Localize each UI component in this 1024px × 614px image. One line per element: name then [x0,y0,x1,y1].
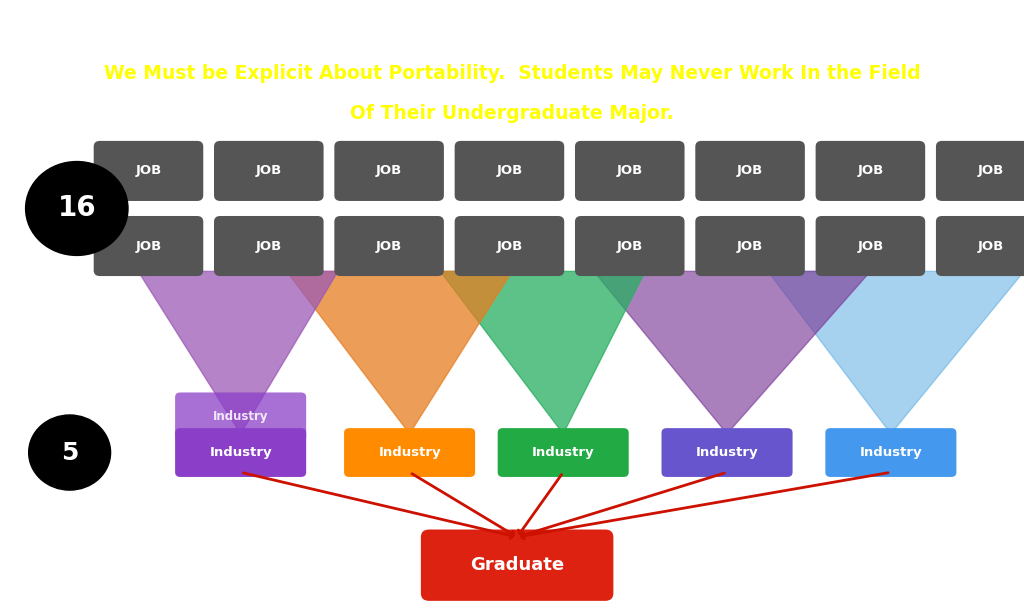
Polygon shape [287,271,512,433]
Text: JOB: JOB [135,239,162,252]
Text: Skills and Knowledge Are Portable Across Industries.: Skills and Knowledge Are Portable Across… [209,22,815,41]
Text: JOB: JOB [256,165,282,177]
Text: 5: 5 [61,440,78,465]
FancyBboxPatch shape [816,141,926,201]
Text: Industry: Industry [378,446,441,459]
Polygon shape [440,271,645,433]
Text: We Must be Explicit About Portability.  Students May Never Work In the Field: We Must be Explicit About Portability. S… [103,63,921,82]
Text: JOB: JOB [857,165,884,177]
Polygon shape [138,271,338,433]
Text: JOB: JOB [497,165,522,177]
Text: JOB: JOB [978,165,1004,177]
Text: JOB: JOB [737,165,763,177]
Text: JOB: JOB [616,239,643,252]
FancyBboxPatch shape [816,216,926,276]
FancyBboxPatch shape [175,428,306,477]
Text: JOB: JOB [376,239,402,252]
Text: Of Their Undergraduate Major.: Of Their Undergraduate Major. [350,104,674,123]
FancyBboxPatch shape [334,216,443,276]
FancyBboxPatch shape [94,216,203,276]
Text: JOB: JOB [497,239,522,252]
Text: JOB: JOB [256,239,282,252]
Polygon shape [768,271,1024,433]
FancyBboxPatch shape [214,216,324,276]
Text: Industry: Industry [213,410,268,424]
Text: JOB: JOB [616,165,643,177]
FancyBboxPatch shape [825,428,956,477]
FancyBboxPatch shape [575,141,685,201]
FancyBboxPatch shape [94,141,203,201]
Text: JOB: JOB [737,239,763,252]
Text: JOB: JOB [978,239,1004,252]
FancyBboxPatch shape [662,428,793,477]
Text: JOB: JOB [135,165,162,177]
FancyBboxPatch shape [334,141,443,201]
FancyBboxPatch shape [695,216,805,276]
FancyBboxPatch shape [695,141,805,201]
Polygon shape [594,271,870,433]
Text: Industry: Industry [531,446,595,459]
Circle shape [29,415,111,490]
Circle shape [26,161,128,255]
FancyBboxPatch shape [498,428,629,477]
Text: Industry: Industry [695,446,759,459]
FancyBboxPatch shape [455,141,564,201]
FancyBboxPatch shape [175,392,306,441]
FancyBboxPatch shape [455,216,564,276]
FancyBboxPatch shape [214,141,324,201]
Text: 16: 16 [57,195,96,222]
Text: JOB: JOB [376,165,402,177]
FancyBboxPatch shape [344,428,475,477]
Text: Industry: Industry [859,446,923,459]
Text: JOB: JOB [857,239,884,252]
FancyBboxPatch shape [936,216,1024,276]
FancyBboxPatch shape [421,529,613,601]
Text: Industry: Industry [209,446,272,459]
FancyBboxPatch shape [936,141,1024,201]
FancyBboxPatch shape [575,216,685,276]
Text: Graduate: Graduate [470,556,564,574]
